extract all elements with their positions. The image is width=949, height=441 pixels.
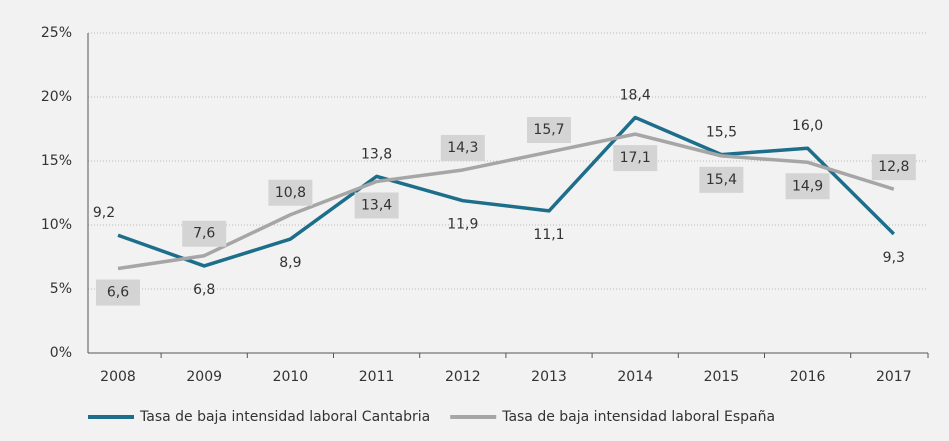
label-box [785, 173, 830, 200]
x-tick-label: 2012 [445, 369, 481, 385]
data-label: 13,4 [361, 197, 392, 213]
data-label: 9,2 [93, 205, 115, 221]
legend-label: Tasa de baja intensidad laboral Cantabri… [139, 409, 430, 425]
y-tick-label: 15% [41, 153, 72, 169]
data-label: 14,9 [792, 178, 823, 194]
x-tick-label: 2016 [790, 369, 826, 385]
label-box [699, 166, 744, 193]
data-label: 11,1 [533, 227, 564, 243]
label-box [613, 145, 658, 172]
data-label: 18,4 [620, 87, 651, 103]
data-label: 12,8 [878, 159, 909, 175]
label-box [182, 220, 227, 247]
x-tick-label: 2017 [876, 369, 912, 385]
x-tick-label: 2013 [531, 369, 567, 385]
legend-label: Tasa de baja intensidad laboral España [501, 409, 775, 425]
data-label: 13,8 [361, 146, 392, 162]
x-tick-label: 2015 [704, 369, 740, 385]
label-box [527, 117, 571, 144]
data-label: 8,9 [279, 255, 301, 271]
y-tick-label: 5% [50, 281, 72, 297]
x-tick-label: 2011 [359, 369, 395, 385]
data-label: 15,4 [706, 172, 737, 188]
data-label: 7,6 [193, 226, 215, 242]
data-label: 17,1 [620, 150, 651, 166]
x-tick-label: 2014 [617, 369, 653, 385]
data-label: 11,9 [447, 217, 478, 233]
x-tick-label: 2008 [100, 369, 136, 385]
data-label: 14,3 [447, 140, 478, 156]
x-tick-label: 2010 [273, 369, 309, 385]
series-line [117, 115, 896, 268]
label-box [268, 179, 313, 206]
label-box [440, 134, 485, 161]
data-label: 15,5 [706, 125, 737, 141]
y-tick-label: 20% [41, 89, 72, 105]
label-box [871, 154, 916, 181]
data-label: 15,7 [533, 122, 564, 138]
data-label: 6,8 [193, 282, 215, 298]
series-line [117, 132, 895, 271]
data-label: 16,0 [792, 118, 823, 134]
label-box [96, 279, 140, 306]
y-tick-label: 10% [41, 217, 72, 233]
data-label: 10,8 [275, 185, 306, 201]
x-tick-label: 2009 [186, 369, 222, 385]
data-label: 9,3 [883, 250, 905, 266]
y-tick-label: 25% [41, 25, 72, 41]
y-tick-label: 0% [50, 345, 72, 361]
label-box [354, 192, 399, 219]
data-label: 6,6 [107, 285, 129, 301]
